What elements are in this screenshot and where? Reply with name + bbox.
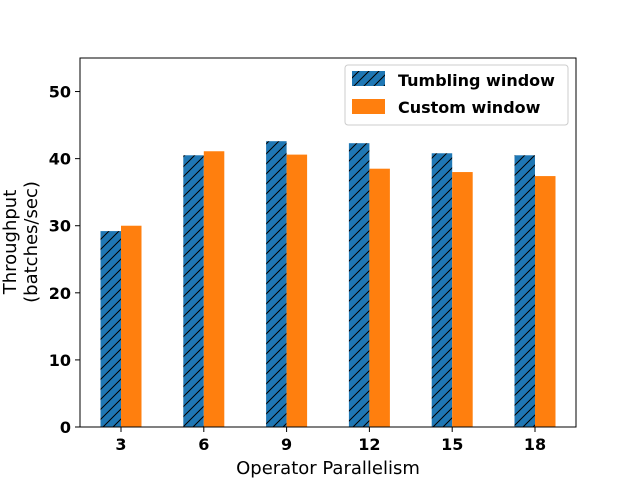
bar-custom-6 bbox=[203, 151, 225, 428]
bar-tumbling-9 bbox=[266, 141, 287, 427]
x-tick-label: 6 bbox=[198, 435, 209, 454]
legend-swatch-tumbling bbox=[352, 71, 385, 86]
legend-swatch-custom bbox=[352, 99, 385, 114]
bar-tumbling-18 bbox=[514, 155, 535, 428]
bar-custom-3 bbox=[121, 225, 142, 427]
y-tick-label: 10 bbox=[49, 351, 71, 370]
bar-custom-18 bbox=[535, 176, 556, 427]
legend-label-custom: Custom window bbox=[398, 98, 541, 117]
x-tick-label: 15 bbox=[441, 435, 463, 454]
bar-custom-9 bbox=[286, 154, 308, 428]
y-tick-label: 40 bbox=[49, 150, 71, 169]
bar-custom-15 bbox=[452, 172, 473, 427]
x-tick-label: 18 bbox=[524, 435, 546, 454]
ticks-layer: 3 6 9 12 15 18 0 10 20 30 40 50 bbox=[49, 83, 546, 454]
y-tick-label: 0 bbox=[60, 418, 71, 437]
legend-box bbox=[344, 64, 569, 126]
bar-tumbling-12 bbox=[348, 143, 370, 428]
y-tick-label: 50 bbox=[49, 83, 71, 102]
x-tick-label: 9 bbox=[281, 435, 292, 454]
x-axis-title: Operator Parallelism bbox=[236, 458, 420, 479]
y-tick-label: 20 bbox=[49, 284, 71, 303]
bar-tumbling-6 bbox=[183, 155, 204, 428]
y-axis-title-line2: (batches/sec) bbox=[21, 181, 42, 303]
y-axis-title-line1: Throughput bbox=[0, 190, 21, 296]
bar-custom-12 bbox=[369, 168, 390, 427]
bar-tumbling-15 bbox=[431, 153, 453, 427]
x-tick-label: 3 bbox=[115, 435, 126, 454]
bar-tumbling-3 bbox=[100, 231, 121, 427]
x-tick-label: 12 bbox=[358, 435, 380, 454]
legend: Tumbling window Custom window bbox=[344, 64, 569, 126]
plot-frame bbox=[79, 57, 577, 428]
y-tick-label: 30 bbox=[49, 217, 71, 236]
bars-layer bbox=[100, 141, 556, 428]
legend-label-tumbling: Tumbling window bbox=[398, 71, 555, 90]
